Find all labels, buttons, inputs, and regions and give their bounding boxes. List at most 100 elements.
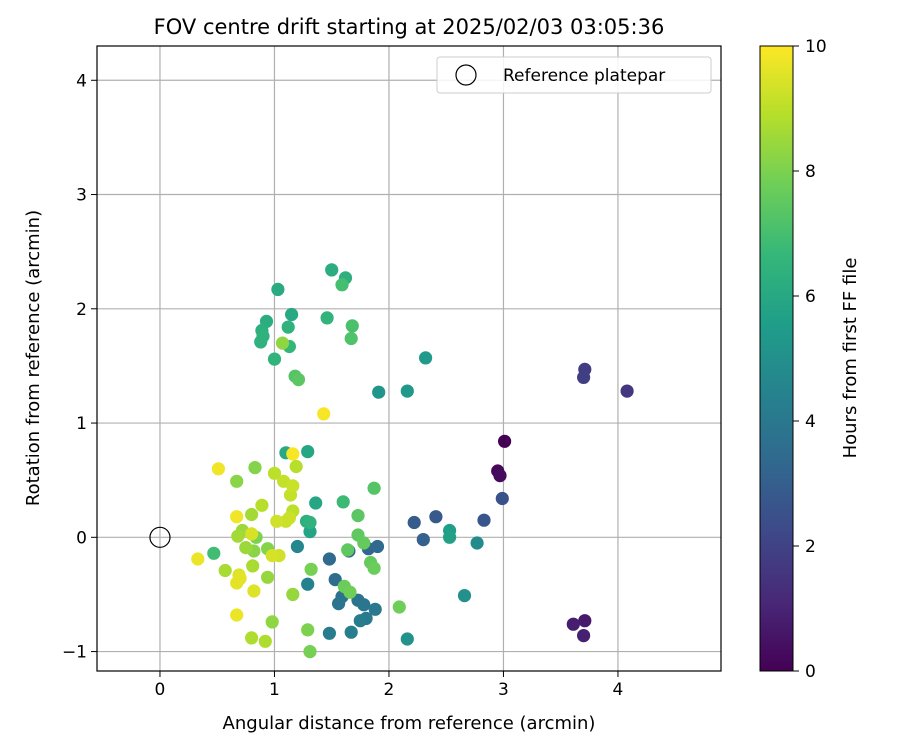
data-point: [245, 507, 259, 522]
data-point: [265, 615, 279, 629]
data-point: [370, 539, 385, 554]
data-point: [578, 614, 592, 628]
data-point: [335, 278, 349, 292]
data-point: [304, 562, 318, 576]
data-point: [261, 570, 275, 584]
x-tick-label: 1: [269, 680, 280, 700]
colorbar-ticks: 0 2 4 6 8 10: [793, 37, 827, 682]
data-point: [248, 461, 262, 475]
data-point: [218, 563, 232, 578]
data-point: [368, 602, 382, 616]
data-point: [400, 384, 414, 398]
data-point: [566, 617, 580, 631]
grid-lines: [97, 46, 721, 671]
data-point: [211, 462, 225, 476]
data-point: [303, 525, 317, 539]
data-point: [328, 573, 342, 587]
data-point: [254, 335, 268, 349]
data-point: [457, 589, 472, 603]
y-tick-label: 3: [76, 186, 87, 206]
data-point: [246, 559, 260, 573]
legend-marker-icon: [455, 64, 477, 86]
data-point: [416, 533, 430, 547]
data-point: [344, 331, 358, 346]
y-tick-label: 4: [76, 71, 87, 91]
data-point: [325, 263, 339, 277]
data-point: [320, 311, 334, 325]
colorbar-tick-label: 2: [805, 537, 816, 557]
data-point: [322, 552, 336, 566]
data-point: [400, 632, 414, 646]
data-point: [343, 585, 357, 599]
x-tick-label: 2: [384, 680, 395, 700]
data-point: [303, 515, 317, 530]
data-point: [470, 536, 484, 550]
data-point: [267, 352, 282, 366]
data-point: [301, 445, 315, 459]
data-point: [239, 541, 253, 555]
data-point: [286, 587, 300, 602]
y-tick-label: 0: [76, 528, 87, 548]
data-point: [282, 511, 296, 525]
x-tick-label: 3: [498, 680, 509, 700]
data-point: [285, 307, 299, 322]
data-point: [275, 336, 290, 350]
data-point: [290, 539, 304, 554]
data-point: [336, 495, 350, 509]
data-point: [231, 529, 245, 543]
data-point: [230, 510, 244, 524]
data-point: [332, 597, 346, 611]
y-tick-label: −1: [62, 643, 87, 663]
data-point: [271, 282, 285, 296]
data-point: [353, 614, 367, 628]
colorbar-tick-label: 4: [805, 412, 816, 432]
colorbar-tick-label: 6: [805, 287, 816, 307]
legend: Reference platepar: [436, 56, 712, 94]
data-point: [281, 320, 295, 334]
data-point: [345, 319, 359, 333]
data-point: [477, 513, 491, 527]
data-point: [289, 459, 303, 474]
data-point: [367, 561, 381, 575]
data-point: [317, 407, 331, 421]
data-point: [230, 576, 244, 590]
data-point: [255, 498, 269, 512]
data-point: [245, 527, 259, 541]
data-point: [245, 631, 259, 645]
data-point: [265, 549, 279, 563]
legend-entry-reference-platepar: Reference platepar: [503, 66, 665, 86]
data-points: [191, 263, 634, 659]
data-point: [357, 536, 371, 550]
data-point: [351, 508, 365, 523]
data-point: [309, 496, 323, 510]
data-point: [191, 552, 205, 566]
data-point: [493, 469, 507, 483]
data-point: [291, 373, 306, 387]
data-point: [270, 514, 284, 528]
data-point: [267, 466, 282, 480]
data-point: [207, 546, 221, 560]
data-point: [303, 645, 317, 659]
data-point: [372, 385, 386, 399]
data-point: [577, 629, 591, 643]
x-tick-label: 0: [155, 680, 166, 700]
data-point: [498, 434, 512, 448]
data-point: [286, 447, 300, 461]
data-point: [443, 530, 457, 544]
data-point: [407, 515, 421, 530]
data-point: [258, 634, 272, 648]
colorbar: 0 2 4 6 8 10 Hours from first FF file: [759, 37, 861, 682]
y-axis-ticks: −1 0 1 2 3 4: [62, 71, 97, 663]
colorbar-tick-label: 10: [805, 37, 827, 57]
colorbar-tick-label: 8: [805, 162, 816, 182]
data-point: [230, 474, 244, 488]
data-point: [620, 384, 634, 398]
data-point: [301, 623, 315, 637]
colorbar-tick-label: 0: [805, 662, 816, 682]
data-point: [577, 370, 591, 384]
plot-frame: [96, 45, 722, 672]
colorbar-gradient: [759, 45, 794, 672]
data-point: [286, 479, 300, 493]
data-point: [367, 481, 381, 495]
